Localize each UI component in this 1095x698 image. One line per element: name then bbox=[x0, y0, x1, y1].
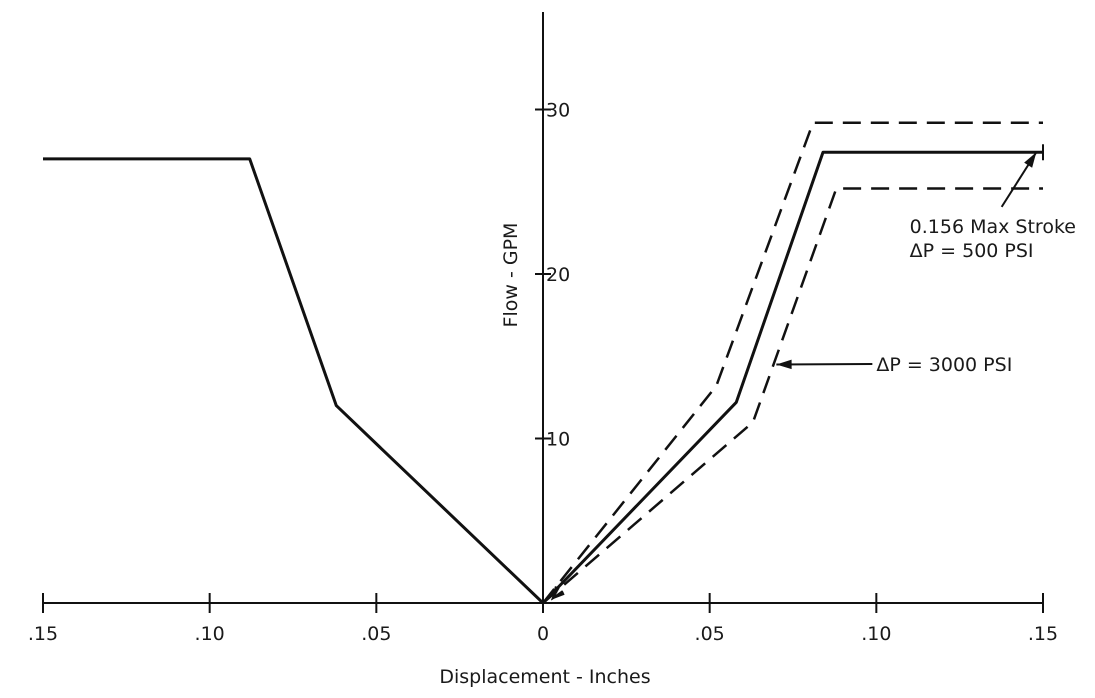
x-tick-label: .10 bbox=[195, 623, 225, 645]
x-tick-label: .15 bbox=[28, 623, 58, 645]
x-axis-title: Displacement - Inches bbox=[439, 666, 650, 688]
x-tick-label: .15 bbox=[1028, 623, 1058, 645]
x-tick-label: 0 bbox=[537, 623, 549, 645]
x-tick-label: .10 bbox=[861, 623, 891, 645]
dashed-series-line-2 bbox=[542, 187, 1043, 604]
dashed-series-line-1 bbox=[542, 121, 1043, 604]
annotation-arrowhead bbox=[1024, 152, 1037, 168]
series-layer bbox=[43, 121, 1044, 605]
y-axis-title: Flow - GPM bbox=[500, 223, 522, 328]
y-tick-label: 20 bbox=[546, 264, 570, 286]
x-tick-label: .05 bbox=[361, 623, 391, 645]
annotation-arrowhead bbox=[776, 359, 792, 370]
y-tick-label: 30 bbox=[546, 100, 570, 122]
axes: .15 .10 .05 0 .05 .10 .15 10 20 30 bbox=[28, 12, 1058, 645]
y-tick-label: 10 bbox=[546, 429, 570, 451]
annotation-text: 0.156 Max Stroke bbox=[910, 216, 1076, 238]
origin-arrowhead-2 bbox=[550, 587, 565, 600]
annotation-text: ΔP = 3000 PSI bbox=[876, 354, 1012, 376]
x-tick-label: .05 bbox=[695, 623, 725, 645]
annotation-text: ΔP = 500 PSI bbox=[910, 240, 1034, 262]
